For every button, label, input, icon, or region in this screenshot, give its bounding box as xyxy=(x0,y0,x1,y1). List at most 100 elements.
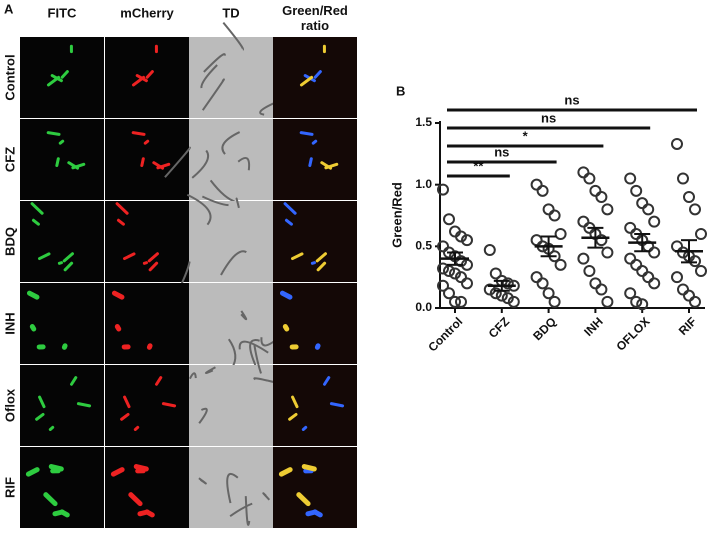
data-point xyxy=(648,277,661,290)
bacterium xyxy=(301,425,308,431)
data-point xyxy=(683,289,695,302)
micrograph xyxy=(189,201,273,282)
cell-outline xyxy=(237,156,251,171)
data-point xyxy=(536,277,549,290)
bacterium xyxy=(291,252,304,261)
y-axis-title: Green/Red xyxy=(389,182,404,248)
y-tick-label: 1.0 xyxy=(415,177,432,191)
bacterium xyxy=(70,376,78,386)
data-point xyxy=(483,283,496,296)
bacterium xyxy=(38,395,46,409)
y-tick-label: 1.5 xyxy=(415,115,432,129)
bacterium xyxy=(147,252,159,263)
bacterium xyxy=(48,464,64,472)
bacterium xyxy=(146,343,153,350)
bacterium xyxy=(299,75,314,87)
data-point xyxy=(483,244,496,257)
column-header: FITC xyxy=(48,5,77,20)
micrograph xyxy=(273,447,357,528)
cell-outline xyxy=(201,78,225,111)
micrograph xyxy=(189,37,273,118)
data-point xyxy=(695,265,707,277)
bacterium xyxy=(314,343,321,350)
data-point xyxy=(548,295,561,308)
bacterium xyxy=(308,157,313,168)
bacterium xyxy=(58,139,65,145)
data-point xyxy=(624,252,637,265)
micrograph xyxy=(189,119,273,200)
data-point xyxy=(437,279,449,292)
data-point xyxy=(489,287,502,300)
bacterium xyxy=(156,162,171,170)
data-point xyxy=(530,271,543,284)
y-tick-label: 0.0 xyxy=(415,300,432,314)
data-point xyxy=(601,295,614,308)
x-tick-label: OFLOX xyxy=(613,314,652,353)
data-point xyxy=(624,172,637,185)
data-point xyxy=(530,234,543,247)
data-point xyxy=(461,234,473,247)
bacterium xyxy=(111,290,125,300)
bacterium xyxy=(29,324,37,332)
cell-outline xyxy=(253,345,262,374)
data-point xyxy=(583,265,596,277)
data-point xyxy=(677,283,689,296)
bacterium xyxy=(71,162,86,170)
bacterium xyxy=(115,202,129,215)
data-point xyxy=(589,277,602,290)
cell-outline xyxy=(238,340,269,354)
row-label: Oflox xyxy=(2,388,17,422)
bacterium xyxy=(283,202,297,215)
bacterium xyxy=(110,467,125,477)
bacterium xyxy=(63,261,74,272)
bacterium xyxy=(148,261,159,272)
data-point xyxy=(583,172,596,185)
bacterium xyxy=(143,139,150,145)
bacterium xyxy=(131,75,146,87)
significance-label: * xyxy=(523,128,529,143)
cell-outline xyxy=(226,472,239,504)
bacterium xyxy=(131,131,146,136)
data-point xyxy=(671,271,683,284)
data-point xyxy=(642,203,655,216)
bacterium xyxy=(62,252,74,263)
bacterium xyxy=(142,261,148,265)
bacterium xyxy=(311,139,318,145)
data-point xyxy=(689,203,701,216)
cell-outline xyxy=(229,502,253,517)
data-point xyxy=(595,283,608,296)
data-point xyxy=(536,184,549,197)
bacterium xyxy=(329,402,345,408)
significance-label: ns xyxy=(541,110,556,125)
cell-outline xyxy=(189,372,197,380)
data-point xyxy=(455,271,467,284)
cell-outline xyxy=(222,22,244,51)
data-point xyxy=(671,240,683,253)
cell-outline xyxy=(200,64,218,89)
bacterium xyxy=(76,402,92,408)
data-point xyxy=(683,191,695,203)
bacterium xyxy=(140,157,145,168)
micrograph xyxy=(20,365,104,446)
bacterium xyxy=(38,252,51,261)
bacterium xyxy=(133,425,140,431)
data-point xyxy=(548,209,561,222)
cell-outline xyxy=(249,339,260,371)
micrograph xyxy=(105,365,189,446)
data-point xyxy=(577,252,590,265)
micrograph xyxy=(20,447,104,528)
data-point xyxy=(554,228,567,240)
bacterium xyxy=(278,467,293,477)
data-point xyxy=(671,137,683,150)
bacterium xyxy=(144,509,155,518)
cell-outline xyxy=(240,310,248,321)
panel-label: B xyxy=(396,83,405,98)
bacterium xyxy=(301,464,317,472)
bacterium xyxy=(43,492,58,507)
micrograph xyxy=(273,201,357,282)
data-point xyxy=(695,228,707,240)
bacterium xyxy=(35,412,45,421)
bacterium xyxy=(55,157,60,168)
data-point xyxy=(437,183,449,196)
data-point xyxy=(554,258,567,271)
